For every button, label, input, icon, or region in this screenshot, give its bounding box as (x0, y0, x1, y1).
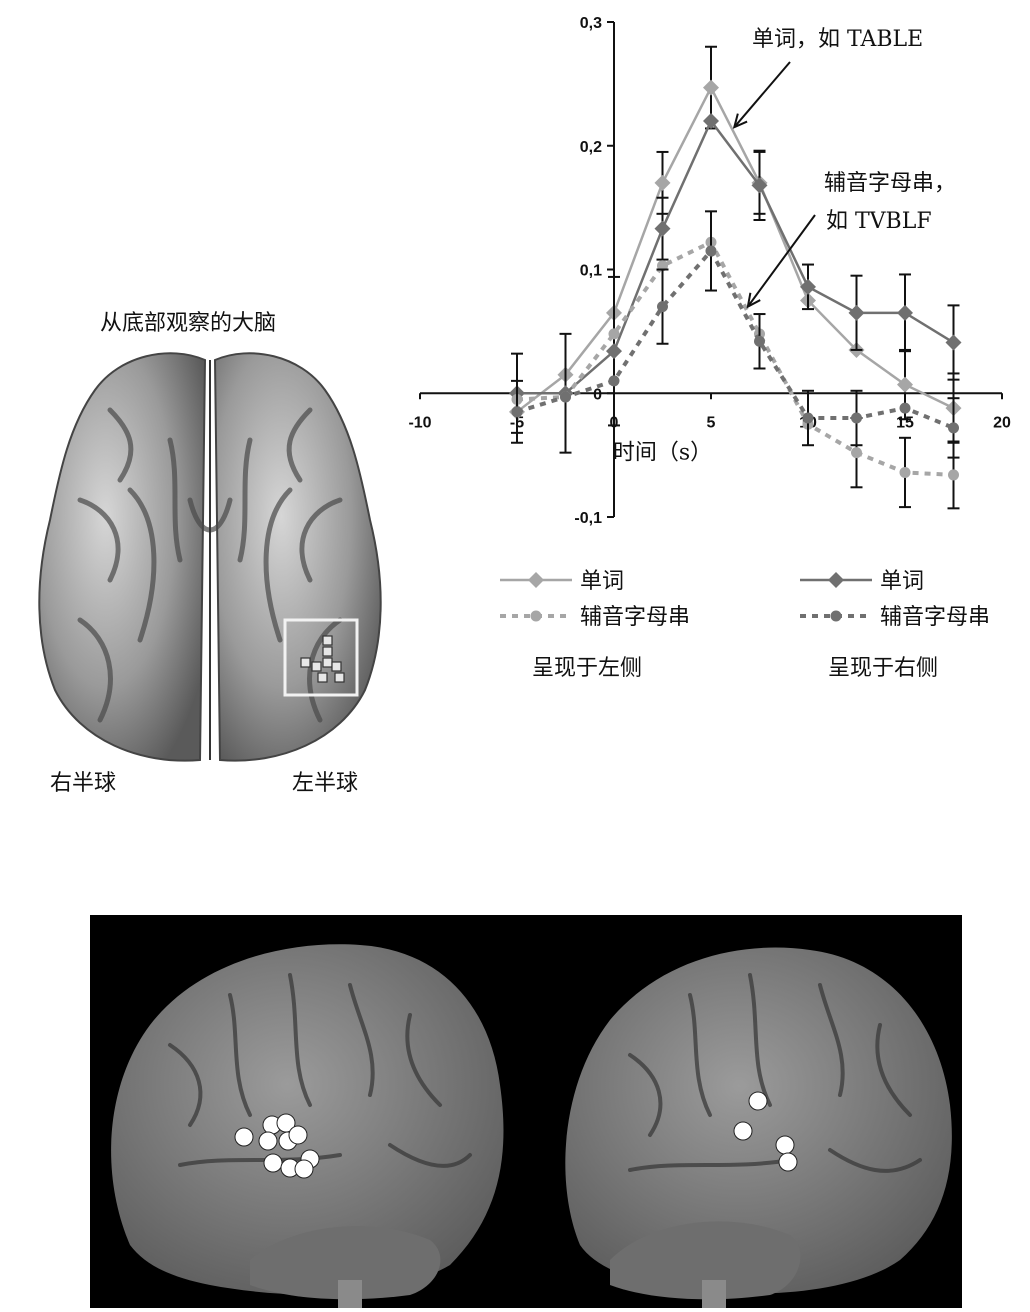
x-axis-label: 时间（s） (613, 440, 712, 465)
data-point (948, 469, 959, 481)
y-tick-label: 0,3 (580, 15, 602, 32)
data-point (754, 335, 765, 347)
legend-label: 辅音字母串 (880, 605, 990, 630)
annotation-words: 单词，如 TABLE (752, 27, 923, 52)
ventral-brain-image (38, 352, 382, 762)
data-point (654, 174, 671, 191)
legend-item: 单词 (500, 569, 624, 594)
series-1 (509, 113, 962, 454)
data-point (657, 301, 668, 313)
data-point (899, 402, 911, 414)
legend-swatch-marker (530, 610, 542, 622)
legend-item: 辅音字母串 (500, 605, 690, 630)
series-line (516, 247, 955, 430)
lateral-brain-images (111, 944, 952, 1308)
arrowhead (732, 113, 748, 129)
y-tick-label: 0,2 (580, 139, 602, 156)
x-tick-label: 20 (993, 414, 1011, 431)
legend-group-right: 呈现于右侧 (828, 656, 938, 681)
data-point (608, 375, 620, 387)
chart-annotations: 单词，如 TABLE 辅音字母串， 如 TVBLF (732, 27, 956, 309)
legend-label: 单词 (580, 569, 624, 594)
data-point (560, 391, 571, 403)
data-point (608, 328, 620, 340)
series-line (517, 118, 955, 395)
y-tick-label: 0 (593, 386, 602, 403)
arrowhead (746, 292, 761, 309)
annotation-arrow (733, 61, 791, 128)
data-point (705, 245, 717, 257)
series-line (516, 84, 955, 413)
data-point (897, 376, 913, 393)
time-course-chart: -0,100,10,20,3-10-505101520时间（s） 单词，如 TA… (408, 15, 1011, 681)
x-tick-label: 5 (707, 414, 716, 431)
series-2 (511, 236, 960, 510)
data-point (899, 466, 911, 478)
data-point (511, 406, 523, 418)
series-line (516, 239, 954, 477)
data-point (751, 177, 768, 194)
data-point (606, 343, 622, 360)
legend-group-left: 呈现于左侧 (532, 656, 642, 681)
lateral-brain-panel (90, 915, 962, 1308)
legend-label: 单词 (880, 569, 924, 594)
legend-swatch-marker (828, 572, 844, 588)
legend-item: 单词 (800, 569, 924, 594)
data-point (703, 113, 719, 129)
data-point (851, 447, 862, 459)
legend-swatch-marker (528, 572, 544, 588)
legend-item: 辅音字母串 (800, 605, 990, 630)
right-hemisphere-label: 右半球 (50, 771, 117, 796)
data-point (654, 220, 671, 237)
right-lateral-brain (565, 947, 952, 1308)
legend-swatch-marker (830, 610, 842, 622)
annotation-consonants-example: 如 TVBLF (826, 209, 932, 234)
annotation-arrow (747, 214, 816, 308)
y-tick-label: 0,1 (580, 263, 602, 280)
chart-series (509, 45, 962, 510)
left-hemisphere-label: 左半球 (292, 771, 359, 796)
data-point (802, 412, 814, 424)
series-3 (511, 210, 960, 459)
data-point (945, 334, 962, 351)
data-point (897, 304, 913, 321)
y-tick-label: -0,1 (574, 510, 602, 527)
x-tick-label: -10 (408, 414, 431, 431)
data-point (800, 278, 816, 295)
data-point (848, 304, 865, 321)
brain-view-title: 从底部观察的大脑 (100, 311, 277, 336)
annotation-consonants: 辅音字母串， (824, 171, 956, 196)
data-point (851, 412, 862, 424)
roi-box (283, 618, 359, 697)
legend-label: 辅音字母串 (580, 605, 690, 630)
left-lateral-brain (111, 944, 504, 1308)
data-point (703, 79, 719, 96)
data-point (948, 422, 959, 434)
